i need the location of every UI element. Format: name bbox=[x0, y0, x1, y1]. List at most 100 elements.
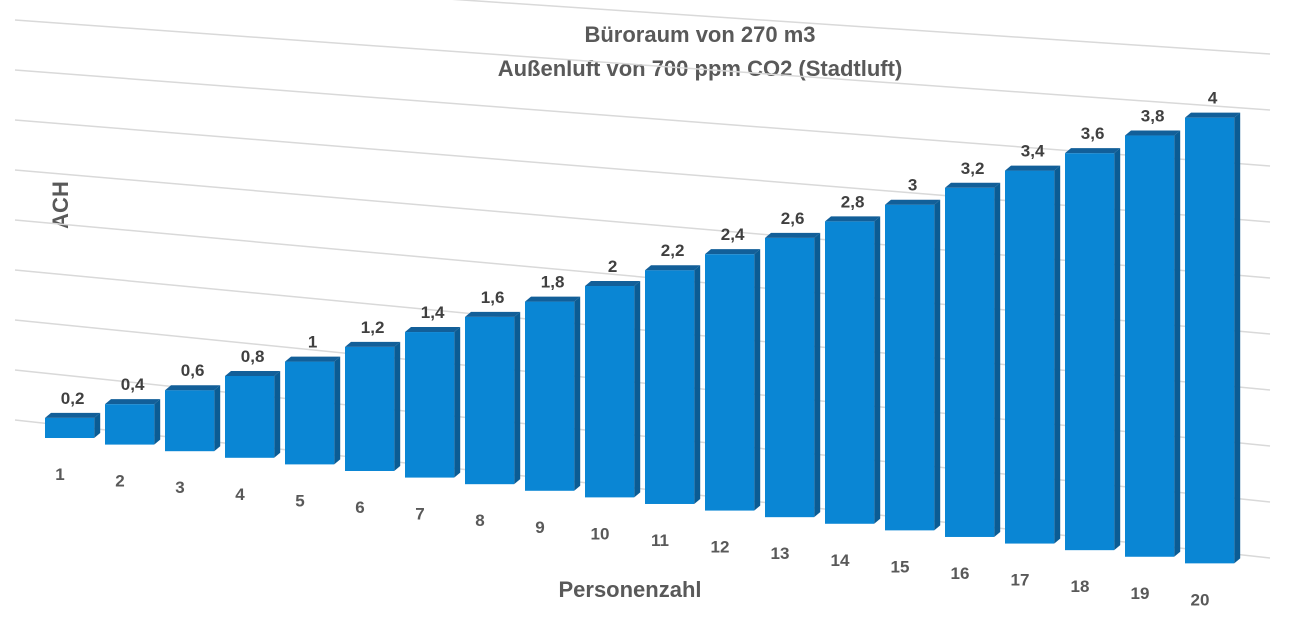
bar bbox=[345, 346, 395, 471]
x-tick-label: 15 bbox=[891, 557, 910, 576]
bar bbox=[525, 301, 575, 491]
bar-side bbox=[94, 412, 101, 439]
bar-side bbox=[874, 216, 881, 524]
value-label: 2,6 bbox=[781, 209, 805, 228]
bar bbox=[45, 417, 95, 439]
grid-line bbox=[14, 119, 1271, 223]
bar-top bbox=[645, 265, 701, 271]
bar bbox=[705, 254, 755, 511]
bar bbox=[105, 404, 155, 445]
value-label: 3,2 bbox=[961, 159, 985, 178]
value-label: 1,2 bbox=[361, 318, 385, 337]
x-tick-label: 4 bbox=[235, 485, 245, 504]
bar-top bbox=[1005, 165, 1061, 171]
bar-top bbox=[1125, 130, 1181, 136]
value-label: 3,8 bbox=[1141, 107, 1165, 126]
bar-side bbox=[214, 385, 221, 452]
bar-side bbox=[694, 265, 701, 504]
value-label: 0,6 bbox=[181, 361, 205, 380]
bar bbox=[945, 187, 995, 537]
grid-line bbox=[14, 269, 1271, 391]
bar-top bbox=[465, 311, 521, 317]
value-label: 4 bbox=[1208, 89, 1218, 108]
bar-top bbox=[105, 399, 161, 405]
grid-line bbox=[14, 419, 1271, 559]
value-label: 1,6 bbox=[481, 288, 505, 307]
value-label: 0,4 bbox=[121, 375, 145, 394]
value-label: 3 bbox=[908, 176, 917, 195]
bar-top bbox=[705, 249, 761, 255]
x-tick-label: 7 bbox=[415, 505, 424, 524]
bar-side bbox=[634, 281, 641, 498]
bar-top bbox=[225, 371, 281, 377]
value-label: 2,4 bbox=[721, 225, 745, 244]
value-label: 3,6 bbox=[1081, 124, 1105, 143]
grid-line bbox=[14, 319, 1271, 447]
bar-top bbox=[825, 216, 881, 222]
bar bbox=[645, 270, 695, 504]
bar-top bbox=[525, 296, 581, 302]
x-tick-label: 3 bbox=[175, 478, 184, 497]
grid-line bbox=[14, 69, 1271, 167]
value-label: 2,8 bbox=[841, 192, 865, 211]
bar-side bbox=[274, 371, 281, 458]
bar-side bbox=[994, 182, 1001, 537]
bar-top bbox=[1185, 112, 1241, 118]
bar-side bbox=[934, 199, 941, 531]
x-tick-label: 12 bbox=[711, 538, 730, 557]
bar bbox=[465, 316, 515, 485]
bar bbox=[885, 204, 935, 531]
bar bbox=[765, 237, 815, 518]
bar-side bbox=[574, 296, 581, 491]
bar bbox=[585, 286, 635, 498]
chart-title: Büroraum von 270 m3 bbox=[584, 22, 815, 47]
x-tick-label: 10 bbox=[591, 524, 610, 543]
x-tick-label: 20 bbox=[1191, 590, 1210, 609]
value-label: 3,4 bbox=[1021, 142, 1045, 161]
value-label: 1,8 bbox=[541, 273, 565, 292]
bar bbox=[1005, 170, 1055, 544]
x-tick-label: 16 bbox=[951, 564, 970, 583]
bar-side bbox=[454, 327, 461, 478]
x-tick-label: 18 bbox=[1071, 577, 1090, 596]
bar-side bbox=[394, 341, 401, 471]
bar-top bbox=[585, 281, 641, 287]
value-label: 2 bbox=[608, 257, 617, 276]
bar-top bbox=[945, 182, 1001, 188]
x-tick-label: 11 bbox=[651, 531, 669, 550]
x-tick-label: 9 bbox=[535, 518, 544, 537]
value-label: 2,2 bbox=[661, 241, 685, 260]
bar bbox=[1125, 135, 1175, 557]
bar-side bbox=[1234, 112, 1241, 564]
bar-top bbox=[345, 341, 401, 347]
bar-top bbox=[285, 356, 341, 362]
x-tick-label: 14 bbox=[831, 551, 850, 570]
value-label: 1 bbox=[308, 333, 317, 352]
bar-side bbox=[334, 356, 341, 465]
x-tick-label: 1 bbox=[55, 465, 64, 484]
bar bbox=[1185, 117, 1235, 564]
bar bbox=[225, 376, 275, 458]
bar-top bbox=[45, 412, 101, 418]
value-label: 0,8 bbox=[241, 347, 265, 366]
bar-side bbox=[754, 249, 761, 511]
bar-top bbox=[885, 199, 941, 205]
grid-line bbox=[451, 0, 1271, 55]
bar-top bbox=[765, 232, 821, 238]
bar-side bbox=[514, 311, 521, 485]
x-tick-label: 17 bbox=[1011, 571, 1030, 590]
bar bbox=[1065, 153, 1115, 551]
grid-line bbox=[14, 369, 1271, 503]
bar bbox=[405, 332, 455, 478]
grid-line bbox=[14, 19, 1271, 111]
value-label: 0,2 bbox=[61, 389, 85, 408]
bar bbox=[285, 361, 335, 465]
bar-side bbox=[154, 399, 161, 445]
bar-side bbox=[1174, 130, 1181, 557]
bar-side bbox=[1114, 148, 1121, 551]
bar-top bbox=[1065, 148, 1121, 154]
bar bbox=[825, 221, 875, 524]
bar-side bbox=[814, 232, 821, 518]
x-tick-label: 6 bbox=[355, 498, 364, 517]
